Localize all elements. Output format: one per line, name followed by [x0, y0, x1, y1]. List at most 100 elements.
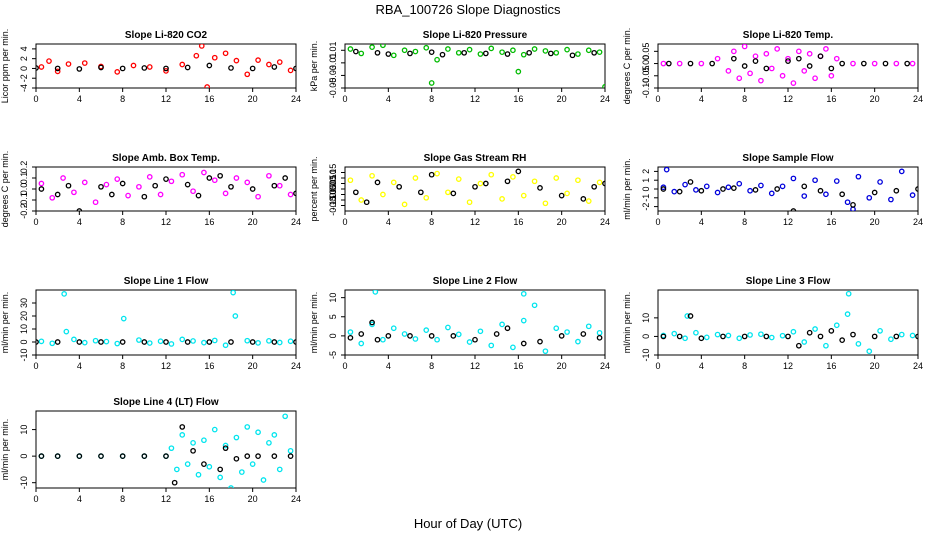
data-point — [703, 183, 710, 190]
reference-point — [687, 313, 694, 319]
data-point — [136, 183, 142, 190]
data-point — [146, 174, 153, 180]
data-point — [542, 48, 549, 54]
data-point — [477, 51, 484, 57]
reference-point — [141, 193, 148, 200]
data-point — [564, 46, 570, 53]
y-tick-label: -0.01 — [328, 53, 338, 74]
reference-point — [493, 331, 500, 337]
data-point — [244, 179, 251, 186]
data-point — [553, 49, 560, 56]
y-tick-label: 0.00 — [641, 55, 651, 73]
data-point — [125, 192, 131, 199]
y-tick-label: 0.1 — [19, 172, 29, 185]
reference-point — [602, 180, 605, 187]
data-point — [774, 46, 781, 52]
data-point — [455, 176, 462, 182]
panel-title: Slope Line 1 Flow — [124, 276, 209, 287]
x-tick-label: 20 — [557, 217, 567, 227]
y-tick-label: -4 — [19, 84, 29, 92]
y-axis-label: degrees C per min. — [622, 28, 632, 105]
data-point — [428, 80, 435, 86]
x-tick-label: 24 — [600, 94, 610, 104]
data-point — [488, 171, 495, 178]
data-point — [888, 336, 894, 343]
y-tick-label: 0.01 — [328, 42, 338, 60]
data-point — [693, 187, 699, 193]
data-point — [510, 174, 516, 180]
data-point — [146, 64, 153, 70]
reference-point — [244, 453, 251, 459]
data-point — [201, 339, 207, 346]
y-tick-label: -0.05 — [328, 184, 338, 205]
data-point — [747, 70, 753, 77]
reference-point — [428, 171, 435, 178]
panel-4: Slope Amb. Box Temp. degrees C per min. 0 4… — [0, 151, 301, 228]
x-tick-label: 20 — [248, 94, 258, 104]
data-point — [520, 290, 527, 297]
reference-point — [293, 65, 296, 72]
reference-point — [76, 66, 83, 72]
reference-point — [76, 453, 83, 459]
reference-point — [38, 453, 45, 459]
reference-point — [795, 55, 802, 62]
data-point — [184, 461, 191, 467]
data-point — [736, 335, 743, 342]
reference-point — [163, 339, 169, 345]
reference-point — [785, 333, 791, 340]
x-tick-label: 16 — [204, 217, 214, 227]
reference-point — [271, 339, 278, 345]
data-point — [211, 426, 218, 433]
data-point — [190, 338, 196, 344]
x-tick-label: 12 — [783, 94, 793, 104]
reference-point — [687, 179, 694, 185]
data-point — [114, 176, 121, 182]
x-tick-label: 24 — [913, 217, 923, 227]
data-point — [92, 337, 99, 344]
panel-title: Slope Sample Flow — [742, 153, 833, 164]
data-point — [412, 175, 419, 181]
y-tick-label: 0.05 — [328, 175, 338, 193]
reference-point — [407, 333, 413, 339]
x-tick-label: 0 — [33, 494, 38, 504]
x-tick-label: 8 — [429, 361, 434, 371]
data-point — [455, 49, 462, 56]
data-point — [198, 44, 205, 49]
data-point — [703, 334, 710, 341]
x-tick-label: 12 — [470, 217, 480, 227]
data-point — [217, 474, 224, 481]
data-point — [193, 52, 200, 59]
data-point — [663, 167, 670, 173]
reference-point — [249, 339, 256, 345]
x-tick-label: 24 — [600, 361, 610, 371]
y-tick-label: 0 — [19, 339, 29, 344]
reference-point — [206, 339, 213, 345]
y-tick-label: 0.10 — [328, 169, 338, 187]
x-tick-label: 20 — [870, 217, 880, 227]
reference-point — [249, 65, 256, 72]
data-point — [255, 429, 261, 436]
data-point — [790, 175, 797, 182]
reference-point — [720, 186, 726, 192]
plot-frame — [657, 43, 919, 89]
x-tick-label: 4 — [386, 361, 391, 371]
reference-point — [98, 64, 104, 71]
x-tick-label: 20 — [557, 94, 567, 104]
reference-point — [687, 60, 694, 67]
data-point — [844, 199, 851, 206]
reference-point — [482, 50, 489, 57]
data-point — [65, 61, 72, 67]
reference-point — [249, 186, 256, 192]
y-tick-label: -0.2 — [19, 203, 29, 219]
x-tick-label: 8 — [120, 494, 125, 504]
reference-point — [108, 191, 115, 198]
data-point — [423, 44, 430, 51]
data-point — [287, 447, 294, 454]
data-point — [136, 337, 142, 343]
data-point — [855, 341, 862, 347]
reference-point — [741, 63, 748, 69]
data-point — [758, 77, 764, 84]
y-tick-label: -2 — [641, 203, 651, 211]
data-point — [114, 69, 121, 75]
data-point — [49, 340, 56, 347]
